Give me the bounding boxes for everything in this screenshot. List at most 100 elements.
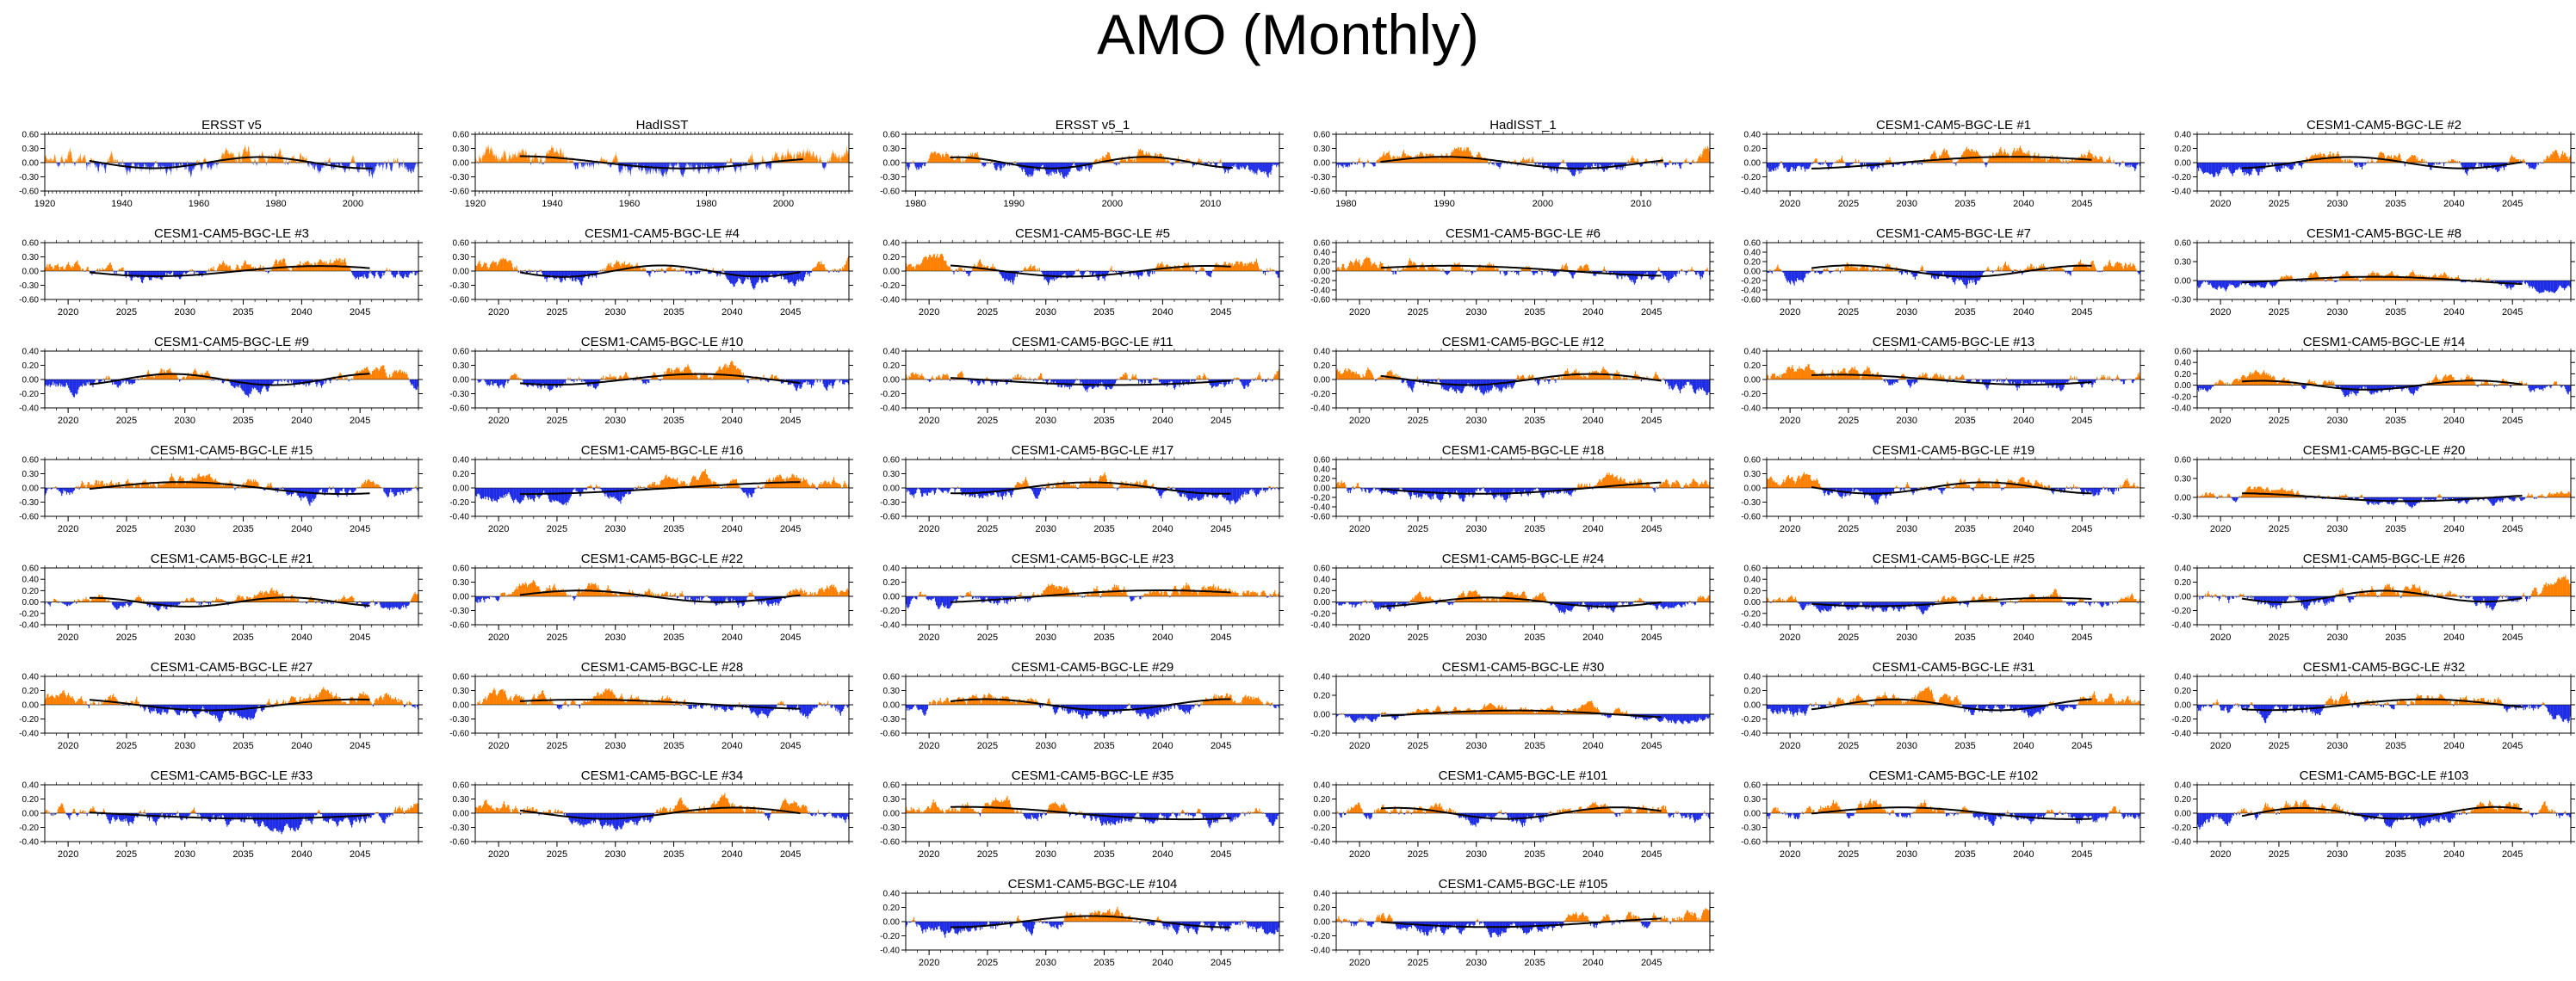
y-tick-label: 0.30: [883, 145, 901, 154]
y-tick-label: 0.00: [453, 810, 470, 819]
y-tick-label: 0.20: [1314, 795, 1331, 805]
panel-21: CESM1-CAM5-BGC-LE #17 0.60 0.30 0.00 -0.30 -0…: [861, 443, 1285, 547]
x-tick-label: 2040: [1582, 958, 1603, 968]
x-tick-label: 2035: [663, 416, 684, 426]
y-tick-label: 0.00: [1314, 268, 1331, 277]
panel-7: CESM1-CAM5-BGC-LE #3 0.60 0.30 0.00 -0.30 -0.…: [0, 226, 424, 330]
trend-line: [89, 481, 370, 496]
panel-title: CESM1-CAM5-BGC-LE #7: [1876, 226, 2031, 241]
panel-2: HadISST 0.60 0.30 0.00 -0.30 -0.60 1920 1940 196…: [430, 118, 854, 222]
x-tick-label: 2035: [663, 849, 684, 860]
y-tick-label: 0.00: [883, 810, 901, 819]
x-tick-label: 2025: [2269, 524, 2289, 534]
x-tick-label: 2025: [116, 849, 137, 860]
x-tick-label: 2035: [1524, 958, 1545, 968]
x-tick-label: 2030: [2327, 632, 2348, 643]
x-tick-label: 2040: [1582, 632, 1603, 643]
y-tick-label: 0.00: [453, 268, 470, 277]
y-tick-label: 0.40: [1314, 890, 1331, 899]
x-tick-label: 2020: [2210, 849, 2231, 860]
x-tick-label: 2045: [2502, 849, 2523, 860]
x-tick-label: 2030: [1466, 307, 1487, 318]
positive-anomaly-bars: [45, 803, 419, 813]
trend-line: [1380, 481, 1662, 495]
x-tick-label: 2025: [1838, 416, 1859, 426]
x-tick-label: 2030: [605, 632, 626, 643]
x-tick-label: 2030: [175, 632, 195, 643]
panel-title: CESM1-CAM5-BGC-LE #16: [581, 443, 743, 458]
y-tick-label: 0.60: [1744, 239, 1762, 249]
x-tick-label: 2020: [919, 849, 939, 860]
y-tick-label: 0.40: [22, 673, 40, 682]
y-tick-label: -0.60: [449, 621, 469, 631]
panel-title: CESM1-CAM5-BGC-LE #26: [2303, 552, 2465, 566]
y-tick-label: 0.20: [1314, 904, 1331, 913]
panel-34: CESM1-CAM5-BGC-LE #30 0.40 0.20 0.00 -0.20 20…: [1291, 660, 1715, 764]
x-tick-label: 2020: [919, 958, 939, 968]
y-tick-label: -0.30: [449, 715, 469, 725]
negative-anomaly-bars: [526, 705, 850, 719]
x-tick-label: 2020: [1349, 958, 1370, 968]
x-tick-label: 2020: [1349, 416, 1370, 426]
x-tick-label: 2020: [1780, 632, 1800, 643]
x-tick-label: 2035: [1524, 307, 1545, 318]
x-tick-label: 2045: [780, 416, 801, 426]
y-tick-label: 0.00: [22, 810, 40, 819]
x-tick-label: 2035: [1093, 958, 1114, 968]
x-tick-label: 2040: [2013, 307, 2034, 318]
x-tick-label: 2045: [1641, 416, 1662, 426]
positive-anomaly-bars: [490, 580, 850, 596]
positive-anomaly-bars: [1346, 589, 1711, 602]
trend-line: [1811, 698, 2092, 712]
y-tick-label: 0.20: [1744, 361, 1762, 371]
trend-line: [89, 811, 370, 820]
x-tick-label: 2020: [2210, 199, 2231, 209]
positive-anomaly-bars: [1336, 367, 1664, 379]
negative-anomaly-bars: [520, 813, 850, 831]
x-tick-label: 2025: [2269, 199, 2289, 209]
panel-title: CESM1-CAM5-BGC-LE #18: [1442, 443, 1604, 458]
y-tick-label: 0.30: [453, 253, 470, 262]
x-tick-label: 2030: [1466, 416, 1487, 426]
x-tick-label: 2035: [232, 632, 253, 643]
x-tick-label: 2020: [1780, 307, 1800, 318]
y-tick-label: 0.60: [453, 131, 470, 140]
y-tick-label: 0.30: [22, 470, 40, 479]
y-tick-label: -0.60: [19, 513, 39, 522]
y-tick-label: 0.40: [883, 565, 901, 574]
positive-anomaly-bars: [951, 472, 1278, 488]
x-tick-label: 2035: [1954, 849, 1975, 860]
panel-title: CESM1-CAM5-BGC-LE #105: [1439, 877, 1608, 892]
y-tick-label: 0.20: [2175, 578, 2192, 588]
y-tick-label: -0.40: [880, 404, 900, 414]
x-tick-label: 2030: [175, 524, 195, 534]
y-tick-label: 0.60: [453, 781, 470, 791]
positive-anomaly-bars: [2273, 150, 2572, 163]
x-tick-label: 2030: [1897, 849, 1917, 860]
y-tick-label: -0.20: [880, 281, 900, 291]
panel-chart: CESM1-CAM5-BGC-LE #20 0.60 0.30 0.00 -0.30 20…: [2171, 443, 2575, 534]
y-tick-label: 0.00: [1314, 376, 1331, 386]
plot-frame: [2196, 242, 2572, 300]
x-tick-label: 2045: [1211, 741, 1231, 751]
panel-chart: CESM1-CAM5-BGC-LE #104 0.40 0.20 0.00 -0.20 -…: [880, 877, 1284, 968]
x-tick-label: 2040: [1582, 524, 1603, 534]
positive-anomaly-bars: [2214, 369, 2565, 386]
y-tick-label: 0.40: [1744, 249, 1762, 258]
y-tick-label: -0.20: [880, 607, 900, 616]
negative-anomaly-bars: [906, 488, 1280, 504]
x-tick-label: 2035: [1954, 307, 1975, 318]
y-tick-label: 0.40: [2175, 673, 2192, 682]
y-tick-label: 0.20: [22, 795, 40, 805]
y-tick-label: -0.30: [880, 824, 900, 833]
panel-title: CESM1-CAM5-BGC-LE #30: [1442, 660, 1604, 675]
panel-26: CESM1-CAM5-BGC-LE #22 0.60 0.30 0.00 -0.30 -0…: [430, 552, 854, 656]
panel-chart: CESM1-CAM5-BGC-LE #10 0.60 0.30 0.00 -0.30 -0…: [449, 335, 853, 426]
y-tick-label: 0.20: [1314, 361, 1331, 371]
panel-chart: CESM1-CAM5-BGC-LE #33 0.40 0.20 0.00 -0.20 -0…: [19, 768, 423, 860]
trend-line: [2241, 589, 2523, 603]
y-tick-label: 0.00: [2175, 593, 2192, 602]
panel-32: CESM1-CAM5-BGC-LE #28 0.60 0.30 0.00 -0.30 -0…: [430, 660, 854, 764]
y-tick-label: 0.60: [453, 348, 470, 357]
panel-chart: CESM1-CAM5-BGC-LE #28 0.60 0.30 0.00 -0.30 -0…: [449, 660, 853, 751]
